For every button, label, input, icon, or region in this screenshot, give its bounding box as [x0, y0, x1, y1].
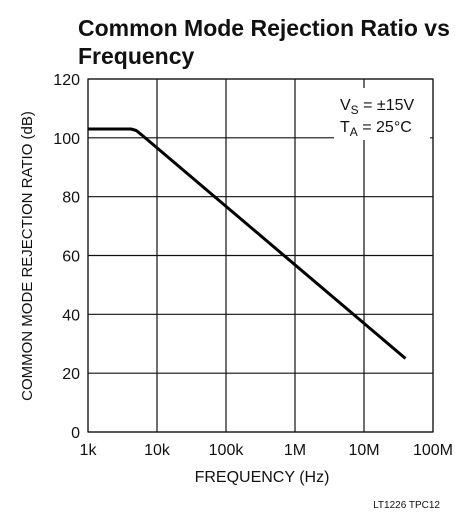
plot-frame	[87, 78, 434, 433]
x-axis-ticks: 1k 10k 100k 1M 10M 100M	[80, 442, 453, 459]
y-axis-ticks: 0 20 40 60 80 100 120	[53, 72, 80, 442]
svg-text:TA = 25°C: TA = 25°C	[340, 119, 412, 139]
x-tick-label: 1k	[80, 442, 98, 459]
svg-text:VS = ±15V: VS = ±15V	[340, 97, 415, 117]
y-tick-label: 0	[71, 425, 80, 442]
y-tick-label: 100	[53, 131, 80, 148]
annotation-ta-sub: A	[350, 125, 358, 139]
chart-title-line2: Frequency	[78, 43, 195, 69]
y-tick-label: 20	[62, 366, 80, 383]
cmrr-curve	[88, 127, 407, 360]
x-tick-label: 10k	[144, 442, 171, 459]
x-tick-label: 100M	[413, 442, 453, 459]
annotation-vs-value: = ±15V	[359, 97, 415, 114]
chart-title-line1: Common Mode Rejection Ratio vs	[78, 15, 450, 41]
y-tick-label: 60	[62, 249, 80, 266]
x-axis-label: FREQUENCY (Hz)	[195, 469, 330, 486]
x-tick-label: 100k	[209, 442, 245, 459]
x-tick-label: 1M	[284, 442, 306, 459]
conditions-annotation: VS = ±15V TA = 25°C	[334, 88, 430, 140]
annotation-ta: T	[340, 119, 350, 136]
x-tick-label: 10M	[348, 442, 379, 459]
annotation-ta-value: = 25°C	[358, 119, 412, 136]
annotation-vs: V	[340, 97, 351, 114]
annotation-vs-sub: S	[351, 103, 359, 117]
y-axis-label: COMMON MODE REJECTION RATIO (dB)	[19, 111, 36, 401]
y-tick-label: 40	[62, 307, 80, 324]
figure-footnote: LT1226 TPC12	[373, 500, 440, 511]
y-tick-label: 80	[62, 190, 80, 207]
y-tick-label: 120	[53, 72, 80, 89]
